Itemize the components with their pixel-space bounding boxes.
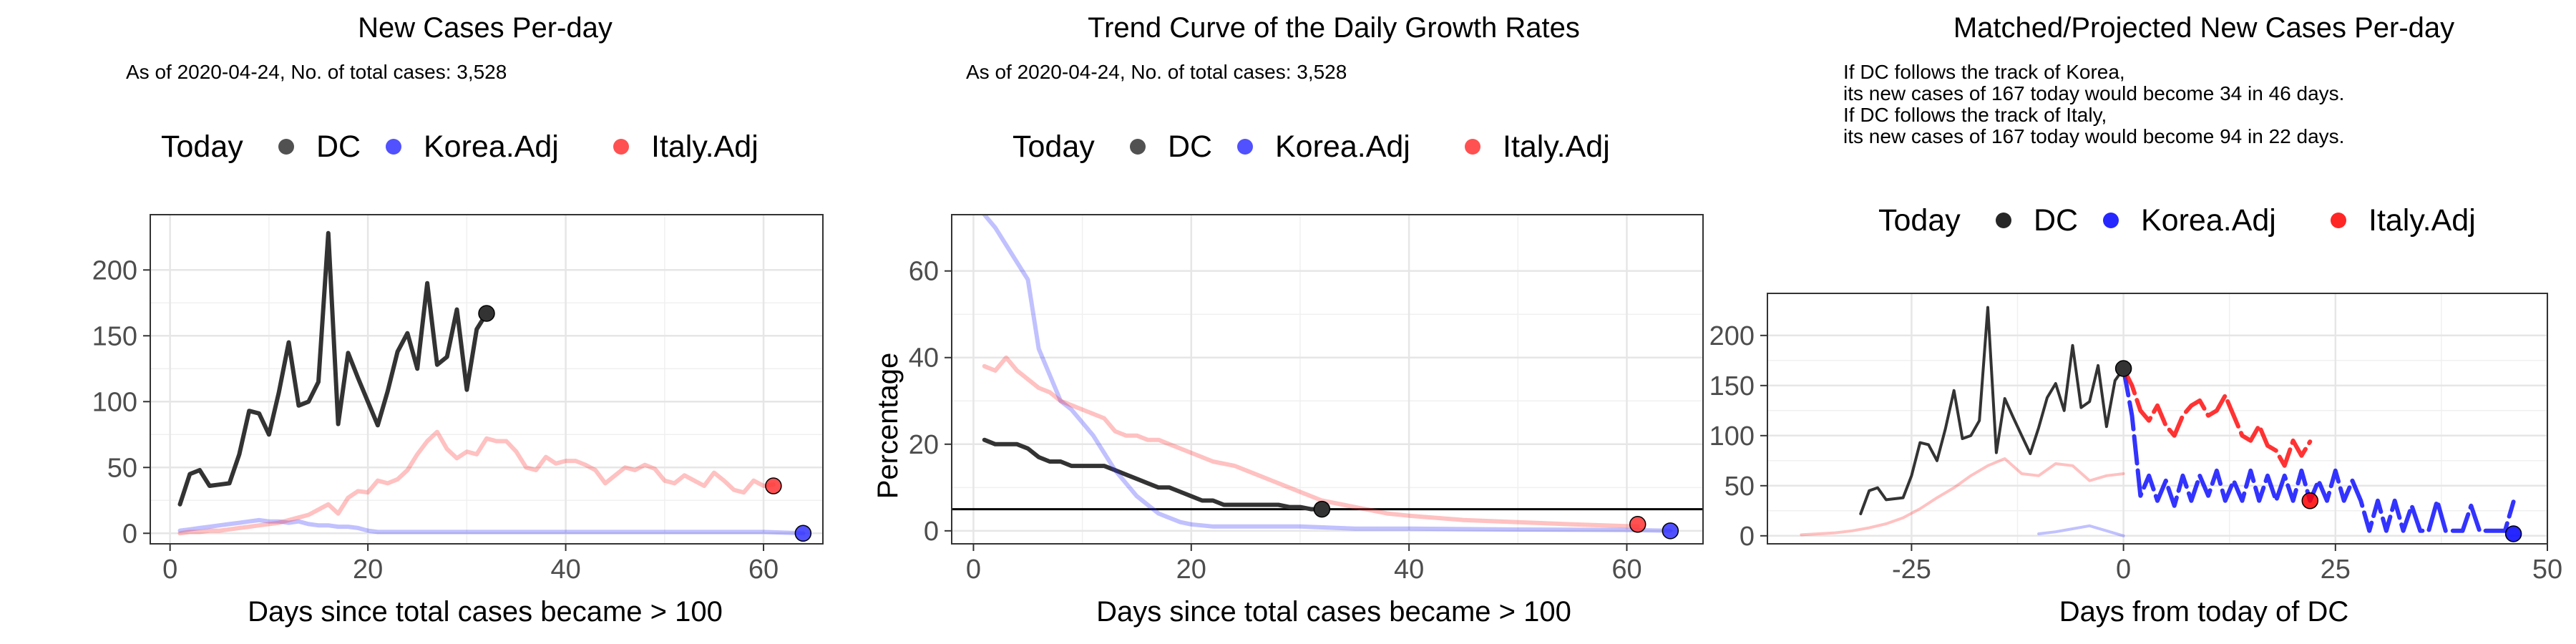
today-point: [1662, 522, 1679, 540]
legend-label: Korea.Adj: [1275, 130, 1410, 164]
legend: Today DC Korea.Adj Italy.Adj: [1878, 203, 2476, 238]
today-point: [2301, 492, 2319, 509]
x-tick-label: 60: [1611, 555, 1641, 585]
series-group: [982, 215, 1673, 533]
panel-new-cases: New Cases Per-day As of 2020-04-24, No. …: [92, 12, 824, 628]
panel-title: Matched/Projected New Cases Per-day: [1953, 12, 2454, 44]
legend-key: [386, 139, 401, 155]
y-tick-label: 0: [924, 517, 939, 547]
legend-label: Italy.Adj: [1503, 130, 1610, 164]
panel-title: New Cases Per-day: [358, 12, 613, 44]
legend-key: [2331, 213, 2346, 228]
y-tick-label: 0: [122, 519, 137, 549]
x-tick-label: 40: [1394, 555, 1424, 585]
series-group: [1800, 306, 2516, 537]
legend-key: [1465, 139, 1480, 155]
plot-area: 0 20 40 60 0 20 40 60: [909, 214, 1704, 585]
y-tick-label: 0: [1740, 522, 1755, 552]
series-line: [177, 517, 806, 536]
series-line: [2037, 524, 2125, 537]
legend-label: DC: [2034, 203, 2078, 238]
x-tick-label: 20: [353, 555, 383, 585]
today-point: [2504, 525, 2522, 542]
legend: Today DC Korea.Adj Italy.Adj: [161, 130, 758, 164]
subtitle-line: As of 2020-04-24, No. of total cases: 3,…: [966, 61, 1347, 83]
series-line: [177, 429, 776, 536]
plot-area: -25 0 25 50 0 50 100 150 200: [1709, 293, 2562, 585]
legend-label: Italy.Adj: [651, 130, 758, 164]
y-tick-label: 150: [92, 321, 137, 351]
x-tick-label: -25: [1892, 555, 1931, 585]
x-tick-label: 25: [2321, 555, 2351, 585]
today-point: [765, 477, 782, 494]
x-tick-label: 0: [162, 555, 177, 585]
panel-projected: Matched/Projected New Cases Per-day If D…: [1709, 12, 2563, 628]
y-tick-label: 100: [1709, 421, 1755, 452]
subtitle-line: its new cases of 167 today would become …: [1843, 82, 2344, 104]
x-axis-title: Days since total cases became > 100: [1096, 596, 1571, 628]
series-line: [177, 230, 489, 507]
legend-title: Today: [1878, 203, 1961, 238]
plot-border: [150, 214, 824, 545]
subtitle-line: As of 2020-04-24, No. of total cases: 3,…: [126, 61, 507, 83]
legend-key: [613, 139, 629, 155]
legend-key: [278, 139, 294, 155]
y-tick-label: 50: [107, 453, 137, 483]
x-tick-label: 20: [1176, 555, 1206, 585]
legend-key: [1237, 139, 1253, 155]
y-tick-label: 60: [909, 257, 939, 287]
legend-label: Italy.Adj: [2368, 203, 2476, 238]
legend-label: DC: [1168, 130, 1212, 164]
legend-label: Korea.Adj: [2141, 203, 2276, 238]
legend-key: [1996, 213, 2011, 228]
today-point: [1313, 500, 1331, 518]
today-point: [2114, 360, 2132, 377]
today-point: [478, 305, 495, 322]
y-axis-title: Percentage: [872, 353, 904, 499]
subtitle-block: As of 2020-04-24, No. of total cases: 3,…: [966, 61, 1347, 83]
legend-label: DC: [316, 130, 361, 164]
x-tick-label: 0: [966, 555, 981, 585]
legend-title: Today: [1013, 130, 1095, 164]
y-tick-label: 20: [909, 430, 939, 460]
subtitle-block: If DC follows the track of Korea,its new…: [1843, 61, 2344, 147]
plot-border: [1767, 293, 2548, 545]
series-line: [982, 355, 1640, 529]
legend: Today DC Korea.Adj Italy.Adj: [1013, 130, 1610, 164]
y-tick-label: 100: [92, 387, 137, 417]
x-tick-label: 50: [2532, 555, 2562, 585]
y-tick-label: 150: [1709, 371, 1755, 401]
legend-key: [2103, 213, 2119, 228]
subtitle-line: If DC follows the track of Korea,: [1843, 61, 2125, 83]
subtitle-line: If DC follows the track of Italy,: [1843, 104, 2107, 126]
y-tick-label: 40: [909, 343, 939, 374]
panel-title: Trend Curve of the Daily Growth Rates: [1088, 12, 1580, 44]
x-tick-label: 40: [550, 555, 580, 585]
plot-area: 0 20 40 60 0 50 100 150 200: [92, 214, 824, 585]
y-tick-label: 200: [92, 255, 137, 286]
series-line: [982, 215, 1673, 533]
series-group: [177, 230, 806, 536]
x-tick-label: 60: [748, 555, 779, 585]
subtitle-block: As of 2020-04-24, No. of total cases: 3,…: [126, 61, 507, 83]
x-axis-title: Days from today of DC: [2059, 596, 2349, 628]
subtitle-line: its new cases of 167 today would become …: [1843, 125, 2344, 147]
today-point: [1629, 516, 1646, 533]
legend-label: Korea.Adj: [424, 130, 559, 164]
panel-growth-rates: Trend Curve of the Daily Growth Rates As…: [872, 12, 1704, 628]
series-line: [1859, 306, 2125, 515]
legend-key: [1130, 139, 1146, 155]
series-line: [1800, 457, 2125, 537]
today-point: [794, 525, 812, 542]
legend-title: Today: [161, 130, 243, 164]
series-line: [982, 437, 1324, 512]
x-tick-label: 0: [2116, 555, 2131, 585]
plot-border: [951, 214, 1704, 545]
y-tick-label: 200: [1709, 321, 1755, 351]
series-line: [2121, 366, 2516, 533]
y-tick-label: 50: [1724, 472, 1755, 502]
series-line: [2121, 366, 2313, 468]
x-axis-title: Days since total cases became > 100: [248, 596, 723, 628]
